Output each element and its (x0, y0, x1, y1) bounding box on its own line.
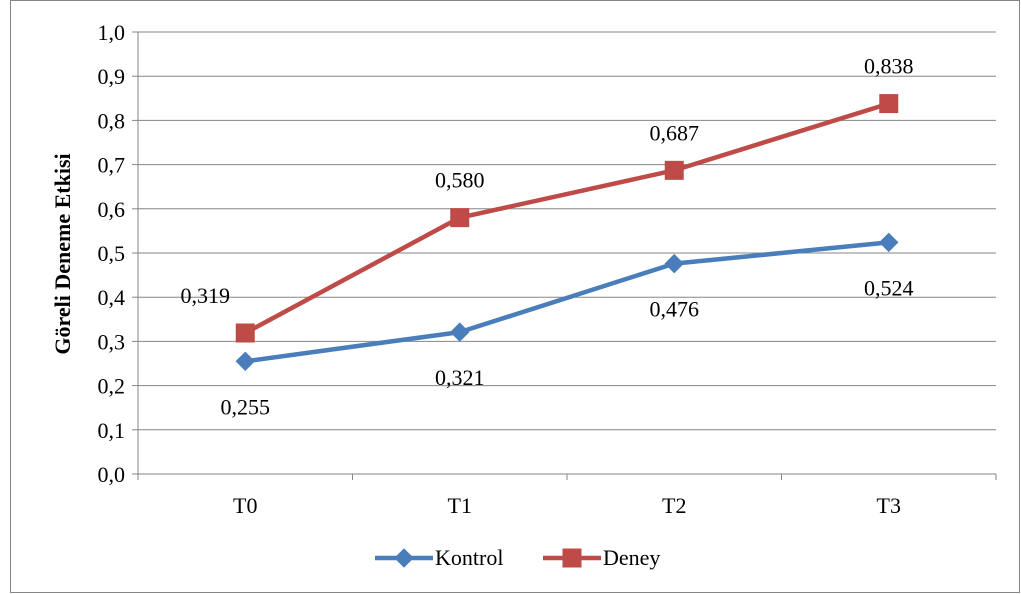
series-kontrol (235, 232, 899, 371)
data-label: 0,838 (864, 54, 914, 79)
data-label: 0,255 (221, 394, 271, 419)
data-label: 0,476 (650, 297, 700, 322)
data-label: 0,319 (181, 283, 231, 308)
data-point (879, 94, 899, 114)
x-axis-ticks: T0 T1 T2 T3 (233, 493, 901, 518)
data-label: 0,687 (650, 120, 700, 145)
axes (132, 31, 997, 480)
line-chart: 0,0 0,1 0,2 0,3 0,4 0,5 0,6 0,7 0,8 0,9 1,0 T0 T1 T2… (50, 20, 997, 570)
y-tick-label: 0,7 (98, 153, 126, 178)
legend-marker (562, 548, 582, 568)
gridlines (138, 31, 996, 431)
data-point (664, 253, 684, 274)
y-tick-label: 0,4 (98, 285, 126, 310)
series-line-deney (244, 101, 890, 335)
legend-marker (394, 548, 414, 568)
y-axis-label: Göreli Deneme Etkisi (50, 153, 75, 354)
y-tick-label: 1,0 (98, 20, 126, 45)
y-tick-label: 0,3 (98, 329, 126, 354)
y-axis-ticks: 0,0 0,1 0,2 0,3 0,4 0,5 0,6 0,7 0,8 0,9 1,0 (98, 20, 126, 487)
x-tick-label: T0 (233, 493, 257, 518)
y-tick-label: 0,0 (98, 462, 126, 487)
legend-item-deney: Deney (543, 545, 660, 570)
data-point (664, 160, 684, 180)
legend-label: Kontrol (435, 545, 503, 570)
x-tick-label: T1 (448, 493, 472, 518)
legend-label: Deney (603, 545, 660, 570)
data-point (879, 232, 899, 253)
data-labels: 0,255 0,321 0,476 0,524 0,319 0,580 0,687 0,838 (181, 54, 914, 420)
series-layer (235, 94, 899, 371)
data-label: 0,580 (435, 168, 485, 193)
y-tick-label: 0,1 (98, 418, 126, 443)
series-deney (235, 94, 899, 343)
legend: Kontrol Deney (375, 545, 660, 570)
y-tick-label: 0,9 (98, 64, 126, 89)
y-tick-label: 0,5 (98, 241, 126, 266)
x-tick-label: T3 (877, 493, 901, 518)
data-point (450, 208, 470, 228)
legend-item-kontrol: Kontrol (375, 545, 503, 570)
y-tick-label: 0,6 (98, 197, 126, 222)
data-point (450, 322, 470, 342)
y-tick-label: 0,2 (98, 374, 126, 399)
data-label: 0,321 (435, 365, 485, 390)
x-tick-label: T2 (662, 493, 686, 518)
data-point (235, 323, 255, 343)
data-point (235, 351, 255, 371)
chart-area: 0,0 0,1 0,2 0,3 0,4 0,5 0,6 0,7 0,8 0,9 1,0 T0 T1 T2… (10, 0, 1020, 593)
series-line-kontrol (244, 240, 889, 364)
y-tick-label: 0,8 (98, 108, 126, 133)
data-label: 0,524 (864, 275, 914, 300)
